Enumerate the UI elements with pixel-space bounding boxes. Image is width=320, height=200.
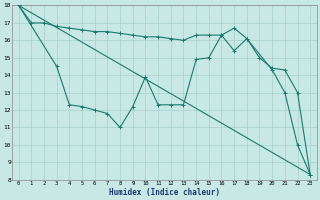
X-axis label: Humidex (Indice chaleur): Humidex (Indice chaleur) xyxy=(109,188,220,197)
